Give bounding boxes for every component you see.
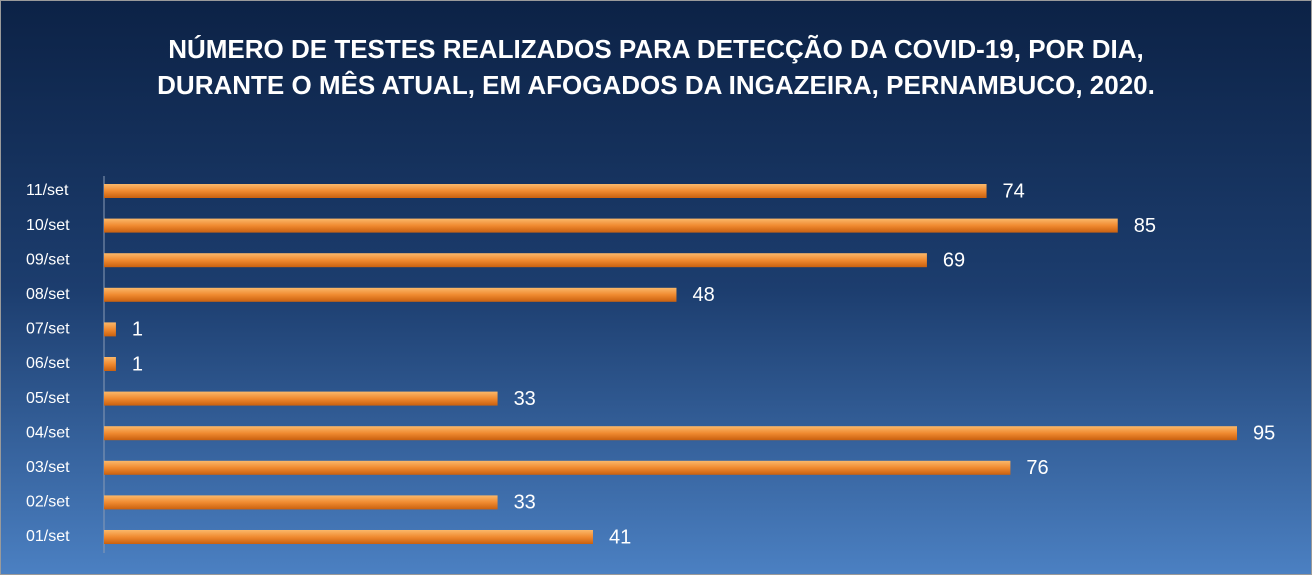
y-tick-label: 10/set xyxy=(26,217,70,234)
data-label: 33 xyxy=(514,388,536,410)
y-tick-label: 04/set xyxy=(26,424,70,441)
y-tick-label: 06/set xyxy=(26,355,70,372)
bar xyxy=(104,218,1118,233)
y-tick-label: 02/set xyxy=(26,494,70,511)
data-label: 76 xyxy=(1026,457,1048,479)
data-label: 41 xyxy=(609,526,631,548)
data-label: 1 xyxy=(132,353,143,375)
bar xyxy=(104,322,116,337)
y-tick-label: 11/set xyxy=(26,182,69,199)
data-label: 74 xyxy=(1003,180,1025,202)
y-tick-label: 08/set xyxy=(26,286,70,303)
data-label: 1 xyxy=(132,319,143,341)
bar xyxy=(104,426,1237,441)
bar xyxy=(104,287,677,302)
y-tick-label: 03/set xyxy=(26,459,70,476)
data-label: 48 xyxy=(692,284,714,306)
data-label: 85 xyxy=(1134,215,1156,237)
bar xyxy=(104,391,498,406)
y-tick-label: 05/set xyxy=(26,390,70,407)
data-label: 69 xyxy=(943,249,965,271)
chart-title: NÚMERO DE TESTES REALIZADOS PARA DETECÇÃ… xyxy=(157,34,1155,100)
y-tick-label: 09/set xyxy=(26,251,70,268)
data-label: 33 xyxy=(514,492,536,514)
y-tick-label: 01/set xyxy=(26,528,70,545)
bar xyxy=(104,495,498,510)
data-label: 95 xyxy=(1253,422,1275,444)
y-tick-label: 07/set xyxy=(26,321,70,338)
bar xyxy=(104,460,1011,475)
bar xyxy=(104,253,927,268)
bar xyxy=(104,530,593,544)
bar xyxy=(104,184,987,198)
bar xyxy=(104,357,116,371)
